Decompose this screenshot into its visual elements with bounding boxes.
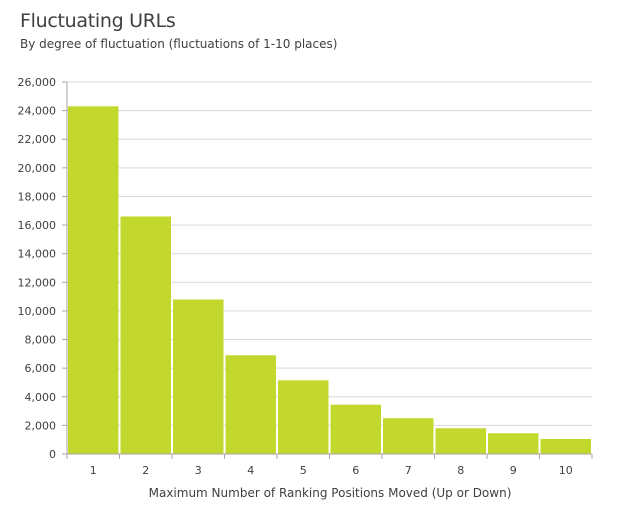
x-tick-label: 3 (195, 464, 202, 477)
y-tick-label: 8,000 (25, 334, 57, 347)
chart-title: Fluctuating URLs (20, 10, 176, 32)
y-tick-label: 12,000 (18, 276, 57, 289)
chart-subtitle: By degree of fluctuation (fluctuations o… (20, 37, 338, 51)
y-tick-label: 6,000 (25, 362, 57, 375)
bar (120, 216, 171, 454)
x-tick-label: 5 (300, 464, 307, 477)
bar (173, 299, 224, 454)
y-tick-label: 18,000 (18, 190, 57, 203)
x-tick-label: 6 (352, 464, 359, 477)
x-tick-label: 2 (142, 464, 149, 477)
x-tick-label: 8 (457, 464, 464, 477)
y-tick-label: 20,000 (18, 162, 57, 175)
bar (225, 355, 276, 454)
y-axis-ticks: 0 2,000 4,000 6,000 8,000 10,000 12,000 14,000 1… (18, 76, 67, 461)
y-tick-label: 24,000 (18, 105, 57, 118)
bar (330, 404, 381, 454)
bar (278, 380, 329, 454)
x-tick-label: 4 (247, 464, 254, 477)
y-tick-label: 0 (49, 448, 56, 461)
bar (488, 433, 539, 454)
y-tick-label: 22,000 (18, 133, 57, 146)
bar (68, 106, 119, 455)
x-tick-label: 9 (510, 464, 517, 477)
y-tick-label: 16,000 (18, 219, 57, 232)
x-tick-label: 7 (405, 464, 412, 477)
bar (383, 418, 434, 454)
y-tick-label: 4,000 (25, 391, 57, 404)
x-axis-title: Maximum Number of Ranking Positions Move… (149, 486, 512, 500)
x-tick-label: 1 (90, 464, 97, 477)
bar (540, 438, 591, 454)
x-axis-ticks: 1 2 3 4 5 6 7 8 9 10 (66, 454, 593, 477)
y-tick-label: 14,000 (18, 248, 57, 261)
y-tick-label: 26,000 (18, 76, 57, 89)
bar (435, 428, 486, 454)
y-tick-label: 10,000 (18, 305, 57, 318)
x-tick-label: 10 (559, 464, 573, 477)
y-tick-label: 2,000 (25, 419, 57, 432)
bars (68, 106, 591, 455)
